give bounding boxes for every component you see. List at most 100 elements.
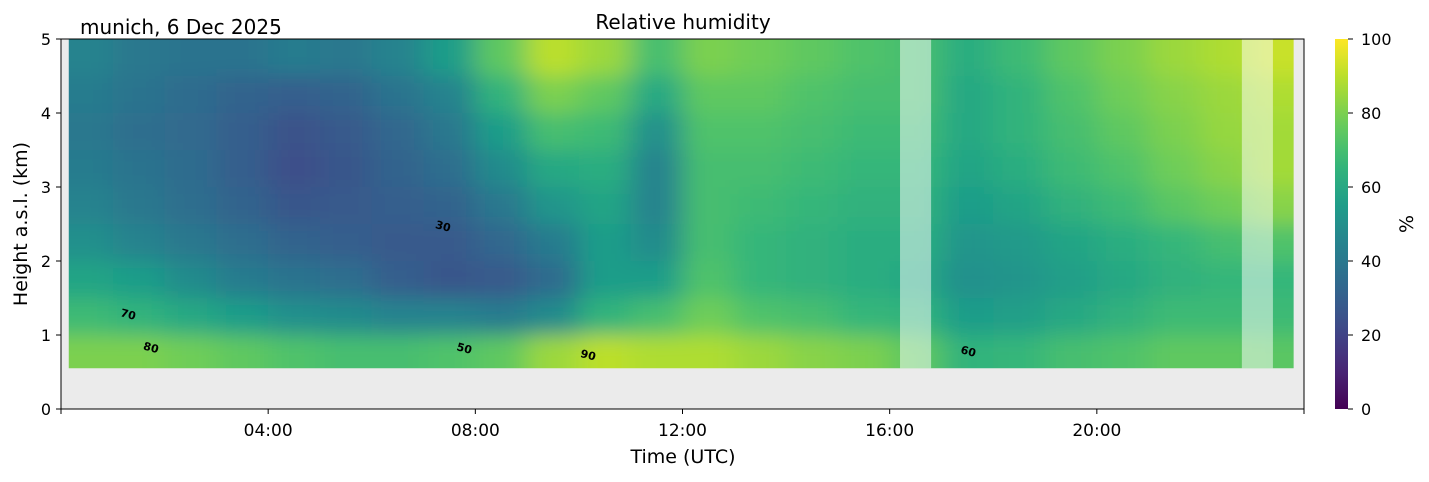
heatmap-cell xyxy=(112,150,166,188)
heatmap-cell xyxy=(216,261,269,299)
heatmap-cell xyxy=(734,39,787,77)
colorbar-tick-label: 100 xyxy=(1361,30,1392,49)
heatmap-cell xyxy=(371,113,425,151)
heatmap-cell xyxy=(268,187,321,225)
heatmap-cell xyxy=(527,298,580,336)
heatmap-cell xyxy=(786,76,839,114)
heatmap-cell xyxy=(371,261,425,299)
heatmap-cell xyxy=(68,187,114,225)
heatmap-cell xyxy=(319,298,373,336)
heatmap-cell xyxy=(475,187,528,225)
heatmap-cell xyxy=(423,113,476,151)
heatmap-cell xyxy=(1045,187,1098,225)
heatmap-cell xyxy=(423,76,476,114)
heatmap-cell xyxy=(578,76,632,114)
colorbar-label: % xyxy=(1396,215,1418,233)
heatmap-cell xyxy=(371,76,425,114)
heatmap-cell xyxy=(475,335,528,369)
heatmap-cell xyxy=(993,113,1046,151)
heatmap-cell xyxy=(786,187,839,225)
heatmap-cell xyxy=(734,261,787,299)
contour-label: 50 xyxy=(455,340,473,357)
heatmap-cell xyxy=(837,39,891,77)
heatmap-cell xyxy=(112,187,166,225)
heatmap-cell xyxy=(734,224,787,262)
heatmap-cell xyxy=(164,335,217,369)
heatmap-cell xyxy=(1045,113,1098,151)
heatmap-cell xyxy=(527,335,580,369)
heatmap-cell xyxy=(68,39,114,77)
y-tick-label: 2 xyxy=(41,252,51,271)
heatmap-cell xyxy=(1096,113,1150,151)
heatmap-cell xyxy=(319,113,373,151)
heatmap-cell xyxy=(578,335,632,369)
heatmap-cell xyxy=(993,335,1046,369)
contour-label: 70 xyxy=(119,306,137,323)
heatmap-cell xyxy=(786,298,839,336)
heatmap-cell xyxy=(475,298,528,336)
heatmap-cell xyxy=(630,261,683,299)
heatmap-cell xyxy=(1096,261,1150,299)
heatmap-cell xyxy=(682,224,735,262)
heatmap-cell xyxy=(734,76,787,114)
contour-label: 60 xyxy=(959,343,977,360)
heatmap-cell xyxy=(68,335,114,369)
heatmap-cell xyxy=(1096,224,1150,262)
heatmap-cell xyxy=(786,113,839,151)
heatmap-cell xyxy=(1096,39,1150,77)
heatmap-cell xyxy=(1148,261,1201,299)
heatmap-cell xyxy=(734,113,787,151)
heatmap-cell xyxy=(268,298,321,336)
contour-label: 30 xyxy=(434,218,452,235)
heatmap-cell xyxy=(682,298,735,336)
heatmap-cell xyxy=(1045,335,1098,369)
heatmap-cell xyxy=(630,224,683,262)
heatmap-cell xyxy=(630,76,683,114)
heatmap-cell xyxy=(682,113,735,151)
heatmap-cell xyxy=(371,39,425,77)
heatmap-cell xyxy=(423,150,476,188)
heatmap-cell xyxy=(527,150,580,188)
heatmap-cell xyxy=(112,224,166,262)
heatmap-cell xyxy=(216,335,269,369)
heatmap-cell xyxy=(527,261,580,299)
heatmap-cell xyxy=(423,261,476,299)
heatmap-cell xyxy=(112,261,166,299)
heatmap-cell xyxy=(578,39,632,77)
heatmap-cell xyxy=(837,298,891,336)
heatmap-cell xyxy=(527,76,580,114)
x-tick-label: 16:00 xyxy=(865,421,914,441)
heatmap-cell xyxy=(786,335,839,369)
heatmap-cell xyxy=(682,335,735,369)
heatmap-cell xyxy=(1148,187,1201,225)
heatmap-cell xyxy=(268,150,321,188)
x-tick-label: 08:00 xyxy=(451,421,500,441)
heatmap-cell xyxy=(216,150,269,188)
heatmap-cell xyxy=(475,150,528,188)
heatmap-cell xyxy=(630,113,683,151)
heatmap-cell xyxy=(578,298,632,336)
heatmap-cell xyxy=(527,113,580,151)
heatmap-cell xyxy=(630,39,683,77)
heatmap-cell xyxy=(941,335,994,369)
heatmap-cell xyxy=(319,150,373,188)
colorbar xyxy=(1335,39,1348,409)
heatmap-cell xyxy=(164,113,217,151)
heatmap-cell xyxy=(164,187,217,225)
colorbar-tick-label: 40 xyxy=(1361,252,1381,271)
heatmap-cell xyxy=(734,150,787,188)
heatmap-cell xyxy=(216,224,269,262)
heatmap-cell xyxy=(837,335,891,369)
heatmap-cell xyxy=(68,261,114,299)
heatmap-cell xyxy=(164,76,217,114)
heatmap-cell xyxy=(1096,76,1150,114)
heatmap-cell xyxy=(319,39,373,77)
heatmap-cell xyxy=(475,113,528,151)
y-tick-label: 5 xyxy=(41,30,51,49)
heatmap-cell xyxy=(993,187,1046,225)
heatmap-cell xyxy=(1096,187,1150,225)
heatmap-cell xyxy=(423,298,476,336)
heatmap-cell xyxy=(941,39,994,77)
heatmap-cell xyxy=(216,76,269,114)
heatmap-cell xyxy=(112,76,166,114)
